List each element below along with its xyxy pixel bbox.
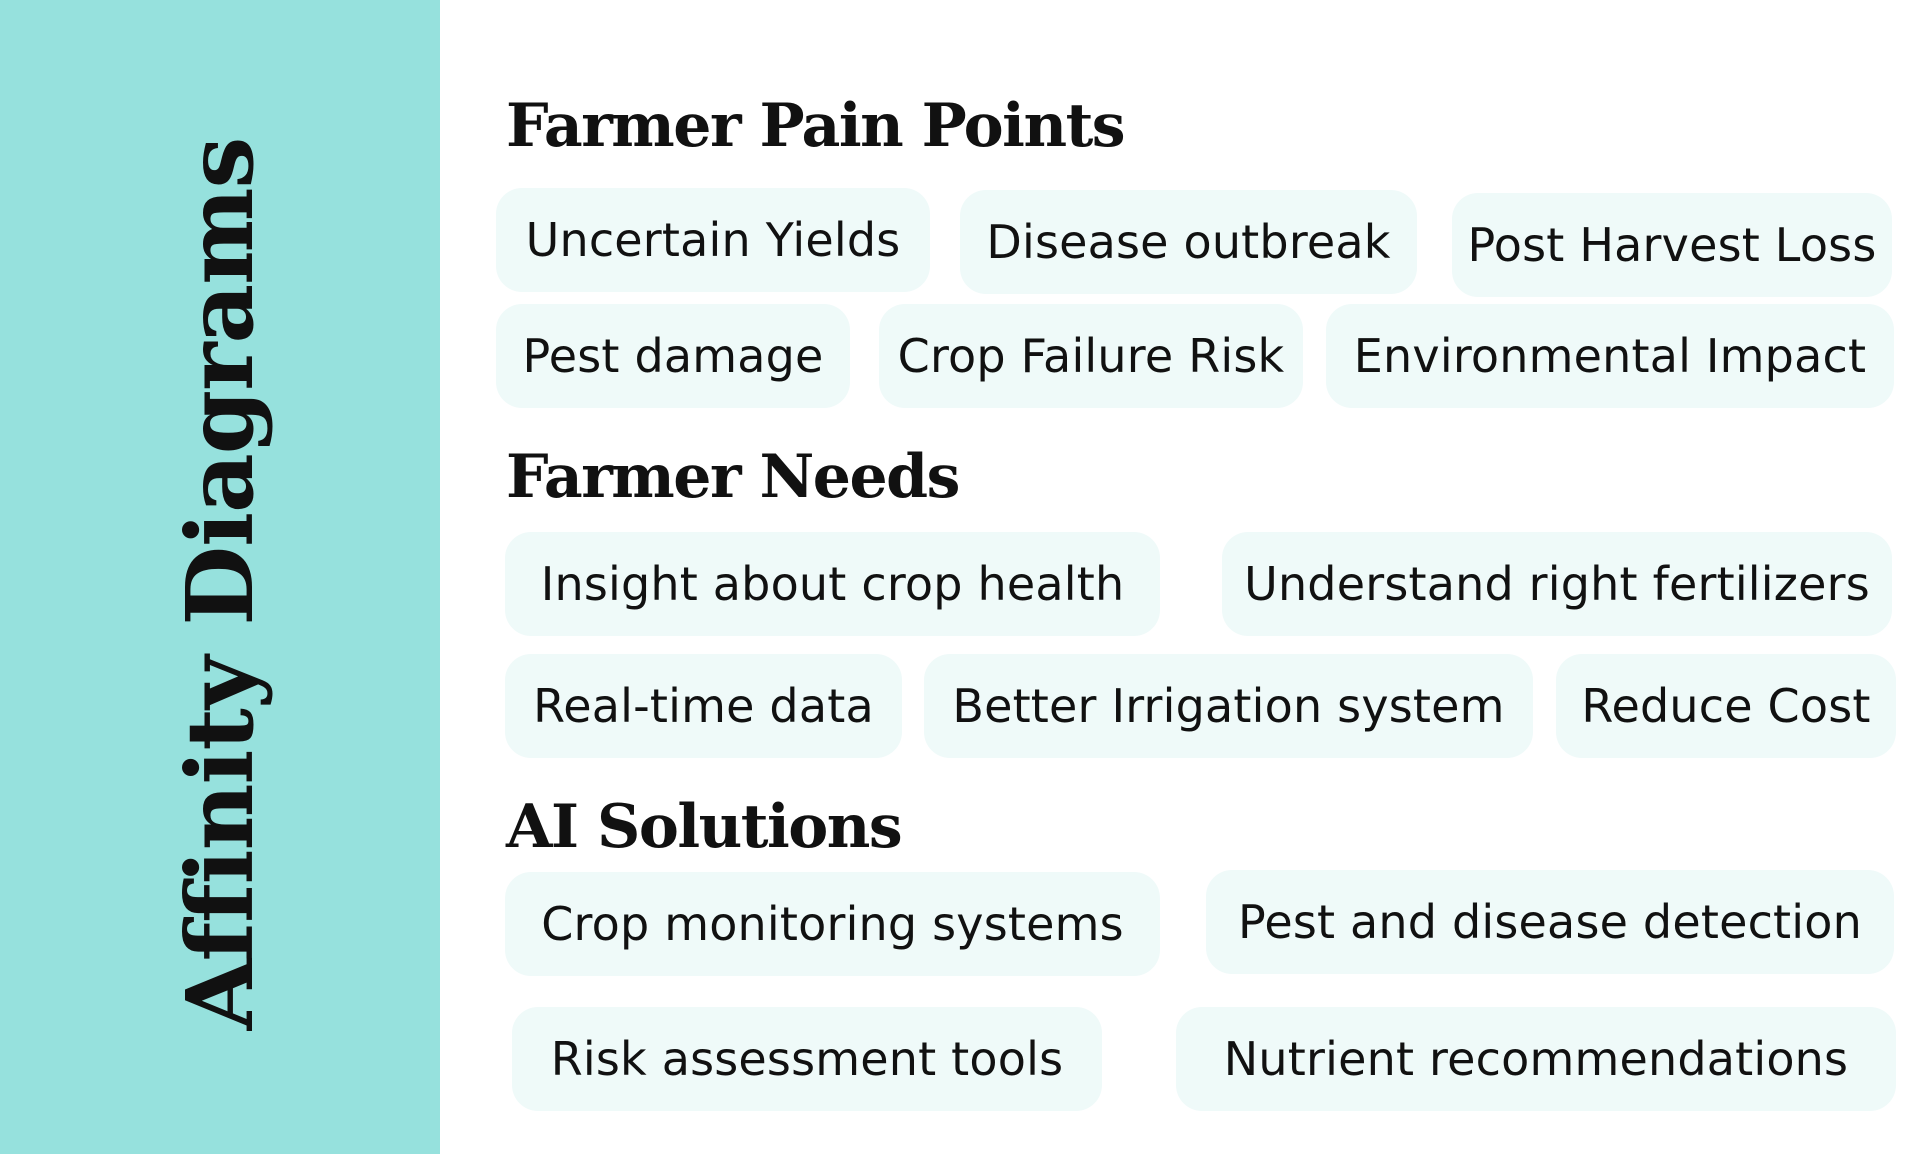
sticky-note: Nutrient recommendations [1176,1007,1896,1111]
sticky-note: Post Harvest Loss [1452,193,1892,297]
sticky-note: Uncertain Yields [496,188,930,292]
sticky-note: Environmental Impact [1326,304,1894,408]
sticky-note: Real-time data [505,654,902,758]
sticky-note: Understand right fertilizers [1222,532,1892,636]
sticky-note: Disease outbreak [960,190,1417,294]
sticky-note: Pest and disease detection [1206,870,1894,974]
section-heading-pain-points: Farmer Pain Points [506,91,1126,161]
sticky-note: Pest damage [496,304,850,408]
diagram-title: Affinity Diagrams [166,137,274,1031]
sticky-note: Crop Failure Risk [879,304,1303,408]
sticky-note: Crop monitoring systems [505,872,1160,976]
section-heading-ai-solutions: AI Solutions [506,792,903,862]
diagram-canvas: Farmer Pain Points Uncertain Yields Dise… [440,0,1920,1154]
sidebar-panel: Affinity Diagrams [0,0,440,1154]
sticky-note: Risk assessment tools [512,1007,1102,1111]
section-heading-farmer-needs: Farmer Needs [506,442,960,512]
sticky-note: Better Irrigation system [924,654,1533,758]
sticky-note: Insight about crop health [505,532,1160,636]
sticky-note: Reduce Cost [1556,654,1896,758]
